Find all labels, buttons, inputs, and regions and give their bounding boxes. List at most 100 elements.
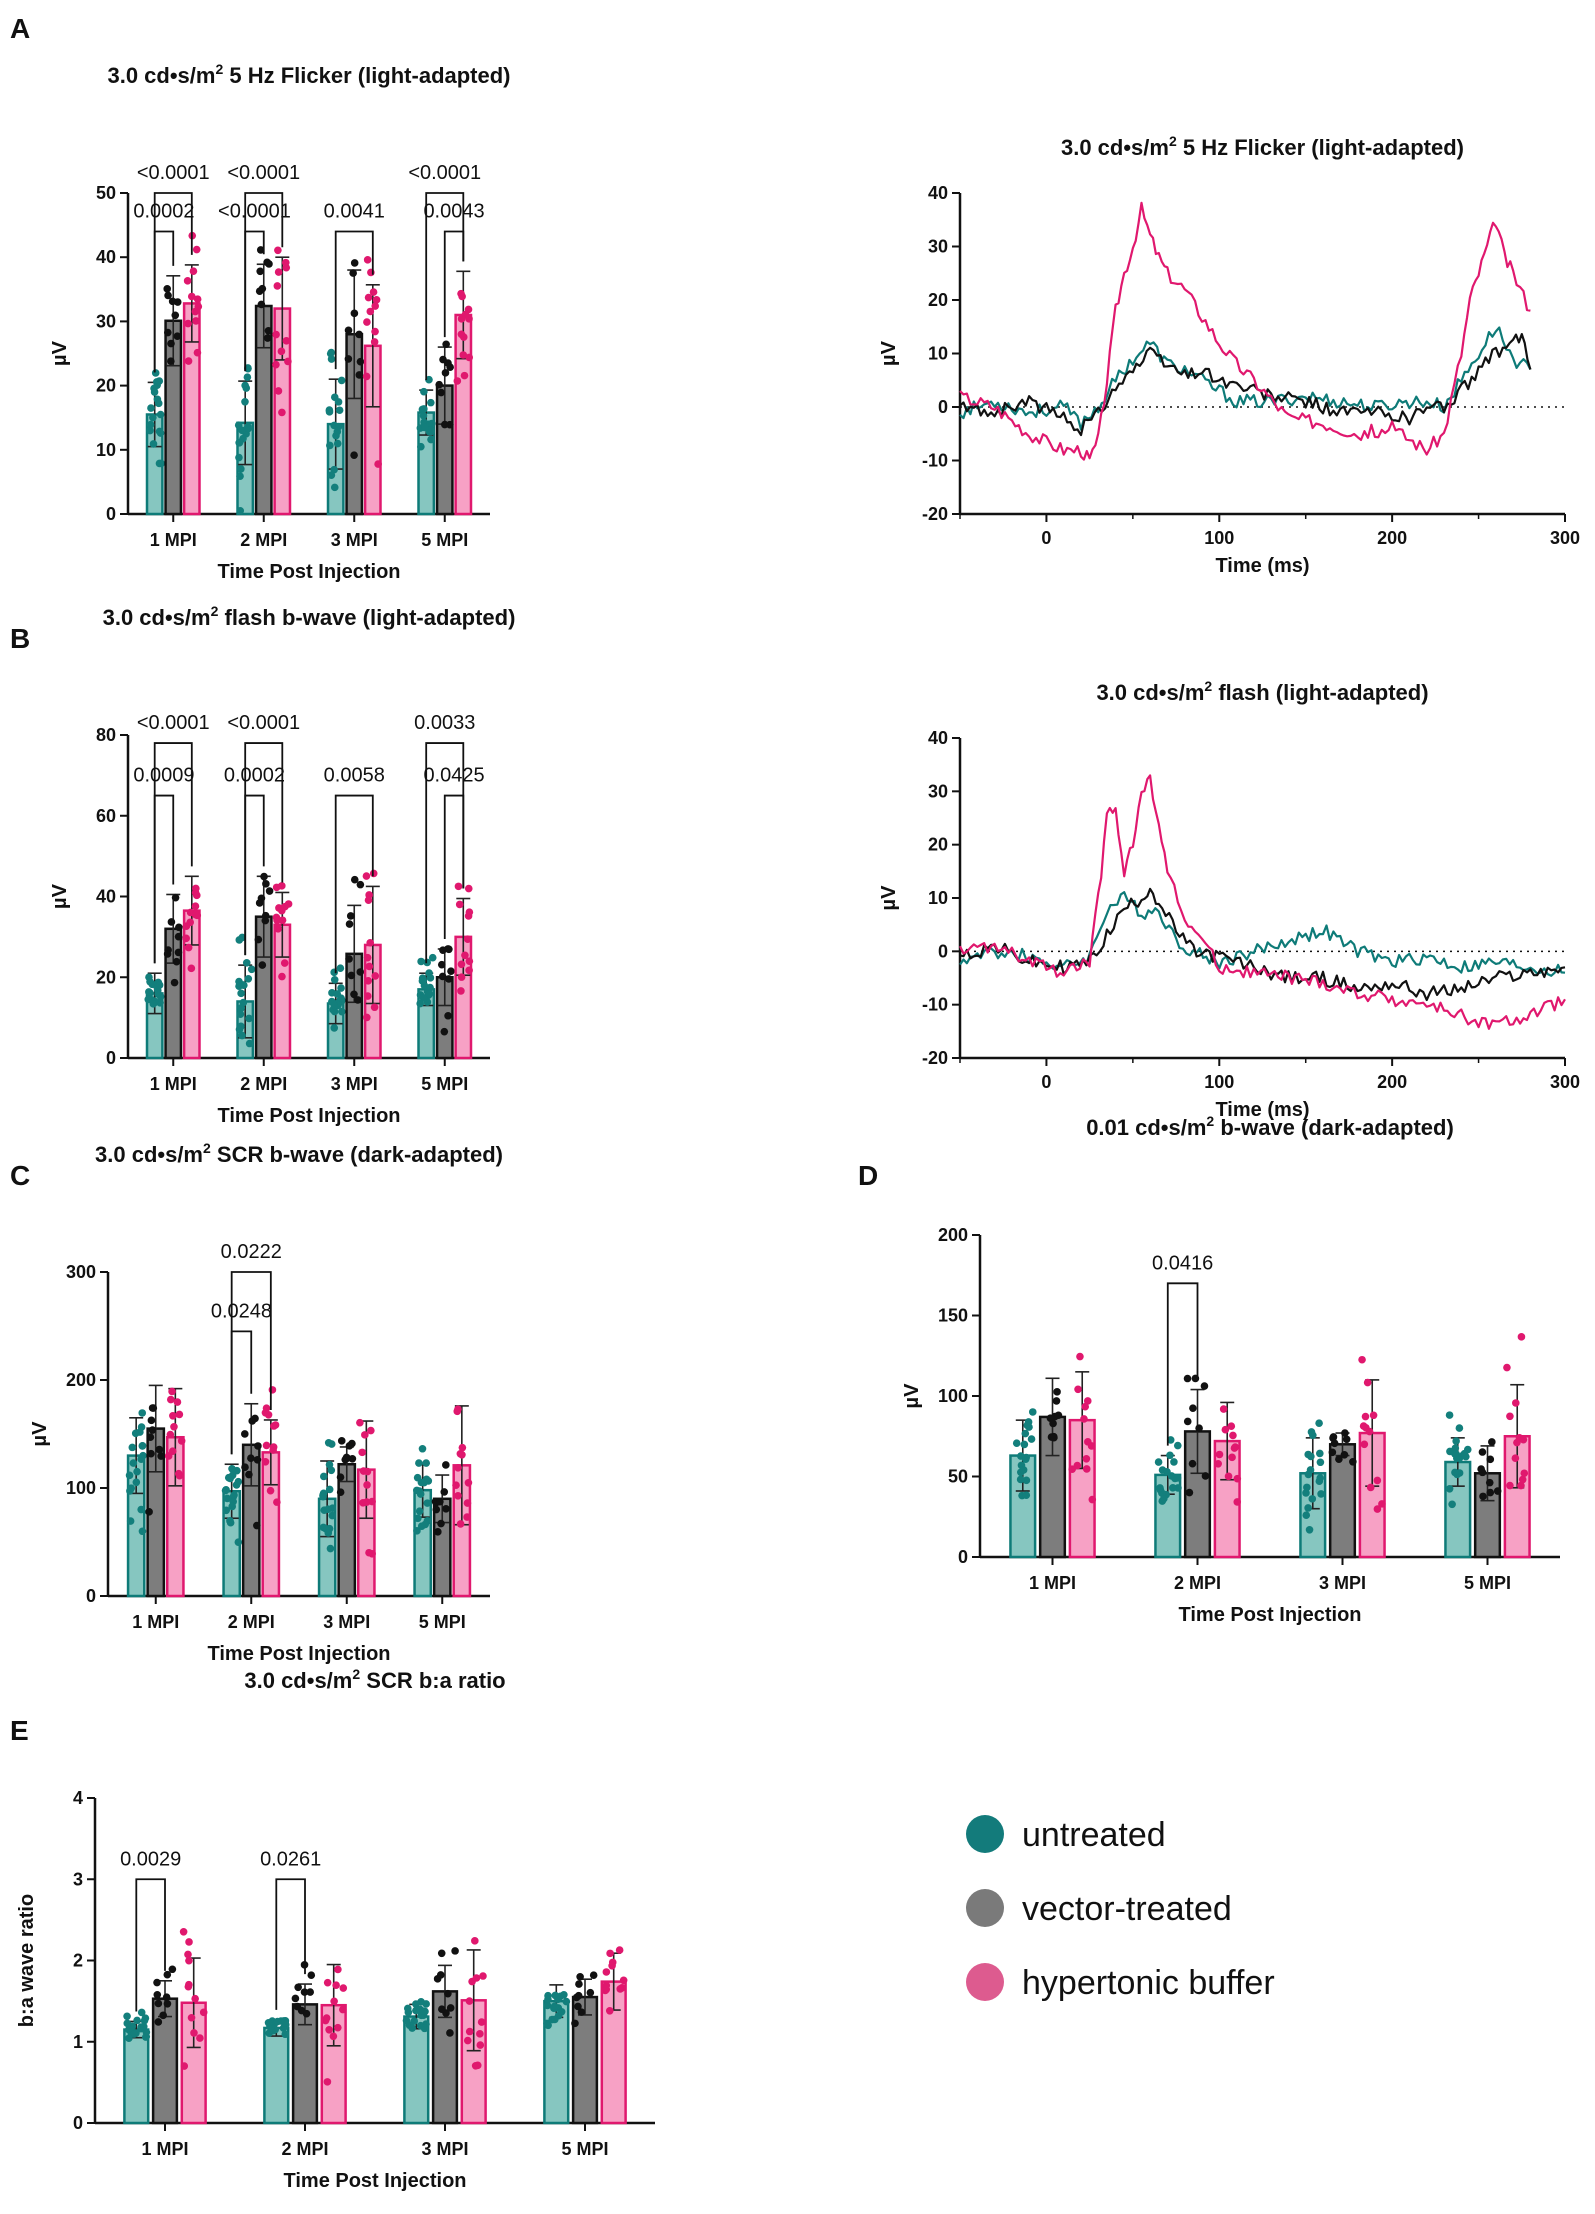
data-point-hypertonic-buffer bbox=[284, 357, 292, 366]
y-tick-label: 0 bbox=[938, 397, 948, 417]
data-point-hypertonic-buffer bbox=[457, 289, 465, 298]
data-point-vector-treated bbox=[356, 880, 365, 889]
data-point-untreated bbox=[146, 420, 155, 429]
data-point-hypertonic-buffer bbox=[471, 1937, 479, 1945]
data-point-vector-treated bbox=[445, 945, 453, 954]
x-axis-label: Time (ms) bbox=[1215, 555, 1309, 577]
data-point-vector-treated bbox=[265, 260, 273, 268]
bar-untreated bbox=[123, 2028, 150, 2125]
data-point-hypertonic-buffer bbox=[192, 245, 201, 254]
data-point-hypertonic-buffer bbox=[476, 2041, 485, 2049]
y-tick-label: 0 bbox=[106, 504, 116, 524]
chart-title-text: 3.0 cd•s/m bbox=[107, 63, 215, 88]
data-point-vector-treated bbox=[1486, 1455, 1495, 1464]
data-point-hypertonic-buffer bbox=[374, 460, 382, 468]
data-point-untreated bbox=[226, 1517, 234, 1525]
y-tick-label: 0 bbox=[106, 1048, 116, 1068]
data-point-untreated bbox=[413, 1486, 421, 1495]
data-point-hypertonic-buffer bbox=[169, 1411, 177, 1420]
data-point-untreated bbox=[551, 2015, 559, 2024]
data-point-hypertonic-buffer bbox=[363, 1481, 371, 1489]
data-point-untreated bbox=[1302, 1511, 1311, 1519]
data-point-vector-treated bbox=[432, 1505, 441, 1514]
data-point-hypertonic-buffer bbox=[1506, 1481, 1514, 1490]
category-label: 2 MPI bbox=[228, 1612, 275, 1632]
data-point-hypertonic-buffer bbox=[371, 972, 380, 980]
p-value-label: 0.0002 bbox=[133, 201, 194, 223]
data-point-untreated bbox=[1460, 1449, 1469, 1458]
bar-untreated bbox=[263, 2026, 290, 2125]
chart-title-text-end: 5 Hz Flicker (light-adapted) bbox=[1177, 135, 1464, 160]
data-point-untreated bbox=[417, 1478, 426, 1487]
data-point-vector-treated bbox=[145, 1508, 153, 1516]
data-point-hypertonic-buffer bbox=[476, 2030, 484, 2038]
data-point-hypertonic-buffer bbox=[330, 1997, 338, 2006]
x-tick-label: 100 bbox=[1204, 528, 1234, 548]
p-value-label: 0.0058 bbox=[324, 765, 385, 787]
data-point-untreated bbox=[226, 1474, 234, 1483]
data-point-untreated bbox=[427, 398, 435, 407]
chart-title-superscript: 2 bbox=[1169, 133, 1177, 149]
data-point-vector-treated bbox=[437, 960, 446, 969]
data-point-untreated bbox=[144, 995, 153, 1004]
significance-bracket bbox=[153, 192, 193, 373]
data-point-untreated bbox=[421, 1520, 429, 1529]
data-point-hypertonic-buffer bbox=[464, 1478, 473, 1487]
data-point-hypertonic-buffer bbox=[616, 1985, 625, 1993]
data-point-untreated bbox=[427, 435, 435, 444]
data-point-vector-treated bbox=[441, 369, 450, 377]
y-tick-label: 30 bbox=[928, 781, 948, 801]
data-point-vector-treated bbox=[260, 872, 268, 881]
data-point-vector-treated bbox=[159, 2011, 167, 2020]
data-point-vector-treated bbox=[356, 357, 365, 366]
data-point-vector-treated bbox=[253, 1455, 262, 1464]
data-point-hypertonic-buffer bbox=[1378, 1500, 1386, 1508]
y-tick-label: 0 bbox=[938, 941, 948, 961]
data-point-hypertonic-buffer bbox=[323, 1978, 332, 1987]
data-point-untreated bbox=[241, 381, 249, 390]
data-point-untreated bbox=[126, 1517, 135, 1525]
data-point-hypertonic-buffer bbox=[453, 1407, 462, 1416]
p-value-label: <0.0001 bbox=[408, 162, 481, 184]
data-point-untreated bbox=[1166, 1451, 1174, 1460]
chart-title-superscript: 2 bbox=[1204, 678, 1212, 694]
data-point-untreated bbox=[425, 990, 434, 998]
chart-title-superscript: 2 bbox=[211, 603, 219, 619]
data-point-untreated bbox=[326, 441, 334, 450]
data-point-untreated bbox=[145, 988, 153, 996]
data-point-untreated bbox=[1156, 1484, 1164, 1492]
data-point-untreated bbox=[1316, 1449, 1324, 1458]
data-point-hypertonic-buffer bbox=[192, 884, 200, 893]
data-point-vector-treated bbox=[306, 1988, 314, 1996]
data-point-untreated bbox=[334, 398, 343, 406]
data-point-untreated bbox=[1022, 1453, 1030, 1462]
data-point-untreated bbox=[131, 1429, 140, 1438]
data-point-hypertonic-buffer bbox=[277, 347, 286, 356]
data-point-hypertonic-buffer bbox=[325, 2026, 333, 2034]
data-point-untreated bbox=[333, 439, 342, 448]
data-point-untreated bbox=[413, 1527, 421, 1535]
chart-title-text: 3.0 cd•s/m bbox=[1096, 680, 1204, 705]
data-point-hypertonic-buffer bbox=[174, 1469, 183, 1478]
data-point-untreated bbox=[320, 1472, 328, 1481]
data-point-hypertonic-buffer bbox=[363, 256, 372, 264]
data-point-hypertonic-buffer bbox=[1214, 1459, 1222, 1468]
data-point-hypertonic-buffer bbox=[461, 951, 469, 960]
data-point-hypertonic-buffer bbox=[1506, 1412, 1514, 1421]
p-value-label: <0.0001 bbox=[218, 201, 291, 223]
data-point-untreated bbox=[562, 1997, 571, 2006]
y-tick-label: 300 bbox=[66, 1262, 96, 1282]
chart-title: 3.0 cd•s/m2 flash b-wave (light-adapted) bbox=[103, 603, 516, 630]
data-point-untreated bbox=[1317, 1490, 1325, 1498]
category-label: 3 MPI bbox=[323, 1612, 370, 1632]
y-tick-label: 40 bbox=[96, 887, 116, 907]
data-point-vector-treated bbox=[589, 1971, 598, 1980]
data-point-hypertonic-buffer bbox=[1088, 1495, 1097, 1504]
data-point-untreated bbox=[417, 442, 425, 451]
data-point-vector-treated bbox=[344, 355, 353, 363]
data-point-untreated bbox=[138, 1409, 147, 1417]
data-point-hypertonic-buffer bbox=[193, 295, 202, 304]
data-point-untreated bbox=[319, 1523, 328, 1532]
y-tick-label: 10 bbox=[96, 440, 116, 460]
data-point-hypertonic-buffer bbox=[1513, 1438, 1521, 1447]
